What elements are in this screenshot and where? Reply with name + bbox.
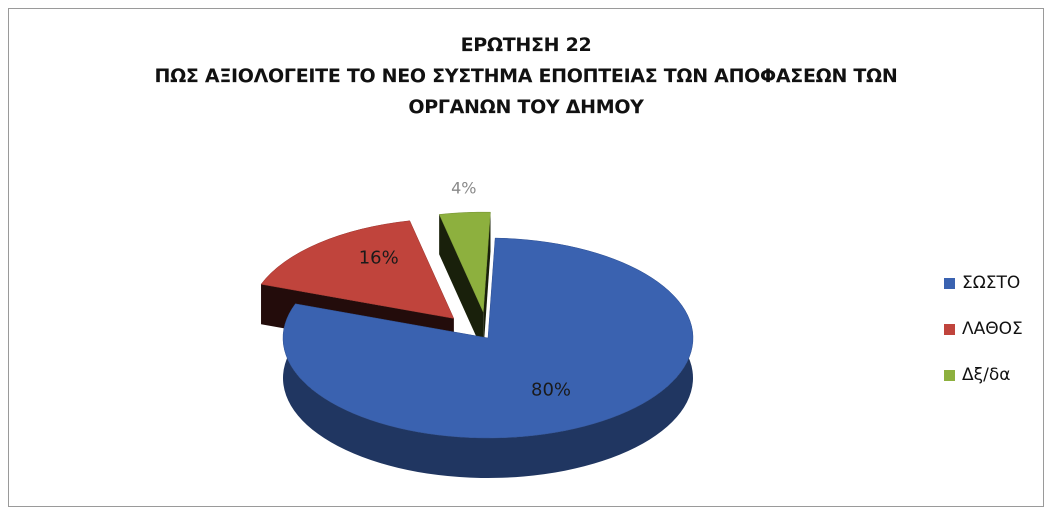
data-label-2: 4% xyxy=(451,179,476,198)
legend-swatch-dxda xyxy=(944,369,955,381)
legend-label-sosto: ΣΩΣΤΟ xyxy=(962,273,1021,293)
legend-item-lathos: ΛΑΘΟΣ xyxy=(944,318,1023,340)
chart-title-block: ΕΡΩΤΗΣΗ 22 ΠΩΣ ΑΞΙΟΛΟΓΕΙΤΕ ΤΟ ΝΕΟ ΣΥΣΤΗΜ… xyxy=(0,30,1052,123)
data-label-0: 80% xyxy=(531,380,571,401)
legend-swatch-sosto xyxy=(944,277,955,289)
pie-slice-wall-2-1 xyxy=(483,212,491,353)
chart-subtitle-line-1: ΠΩΣ ΑΞΙΟΛΟΓΕΙΤΕ ΤΟ ΝΕΟ ΣΥΣΤΗΜΑ ΕΠΟΠΤΕΙΑΣ… xyxy=(154,65,898,87)
legend-item-sosto: ΣΩΣΤΟ xyxy=(944,272,1023,294)
legend-swatch-lathos xyxy=(944,323,955,335)
pie-slice-1 xyxy=(260,220,455,319)
pie-slice-wall-2-0 xyxy=(439,214,484,353)
chart-legend: ΣΩΣΤΟ ΛΑΘΟΣ Δξ/δα xyxy=(944,272,1023,410)
legend-label-lathos: ΛΑΘΟΣ xyxy=(962,319,1023,339)
data-label-1: 16% xyxy=(359,247,399,268)
pie-slice-2 xyxy=(438,211,491,313)
chart-title: ΕΡΩΤΗΣΗ 22 xyxy=(460,34,592,56)
chart-subtitle-line-2: ΟΡΓΑΝΩΝ ΤΟΥ ΔΗΜΟΥ xyxy=(408,96,644,118)
legend-label-dxda: Δξ/δα xyxy=(962,365,1011,385)
legend-item-dxda: Δξ/δα xyxy=(944,364,1023,386)
pie-slice-0 xyxy=(282,237,694,439)
